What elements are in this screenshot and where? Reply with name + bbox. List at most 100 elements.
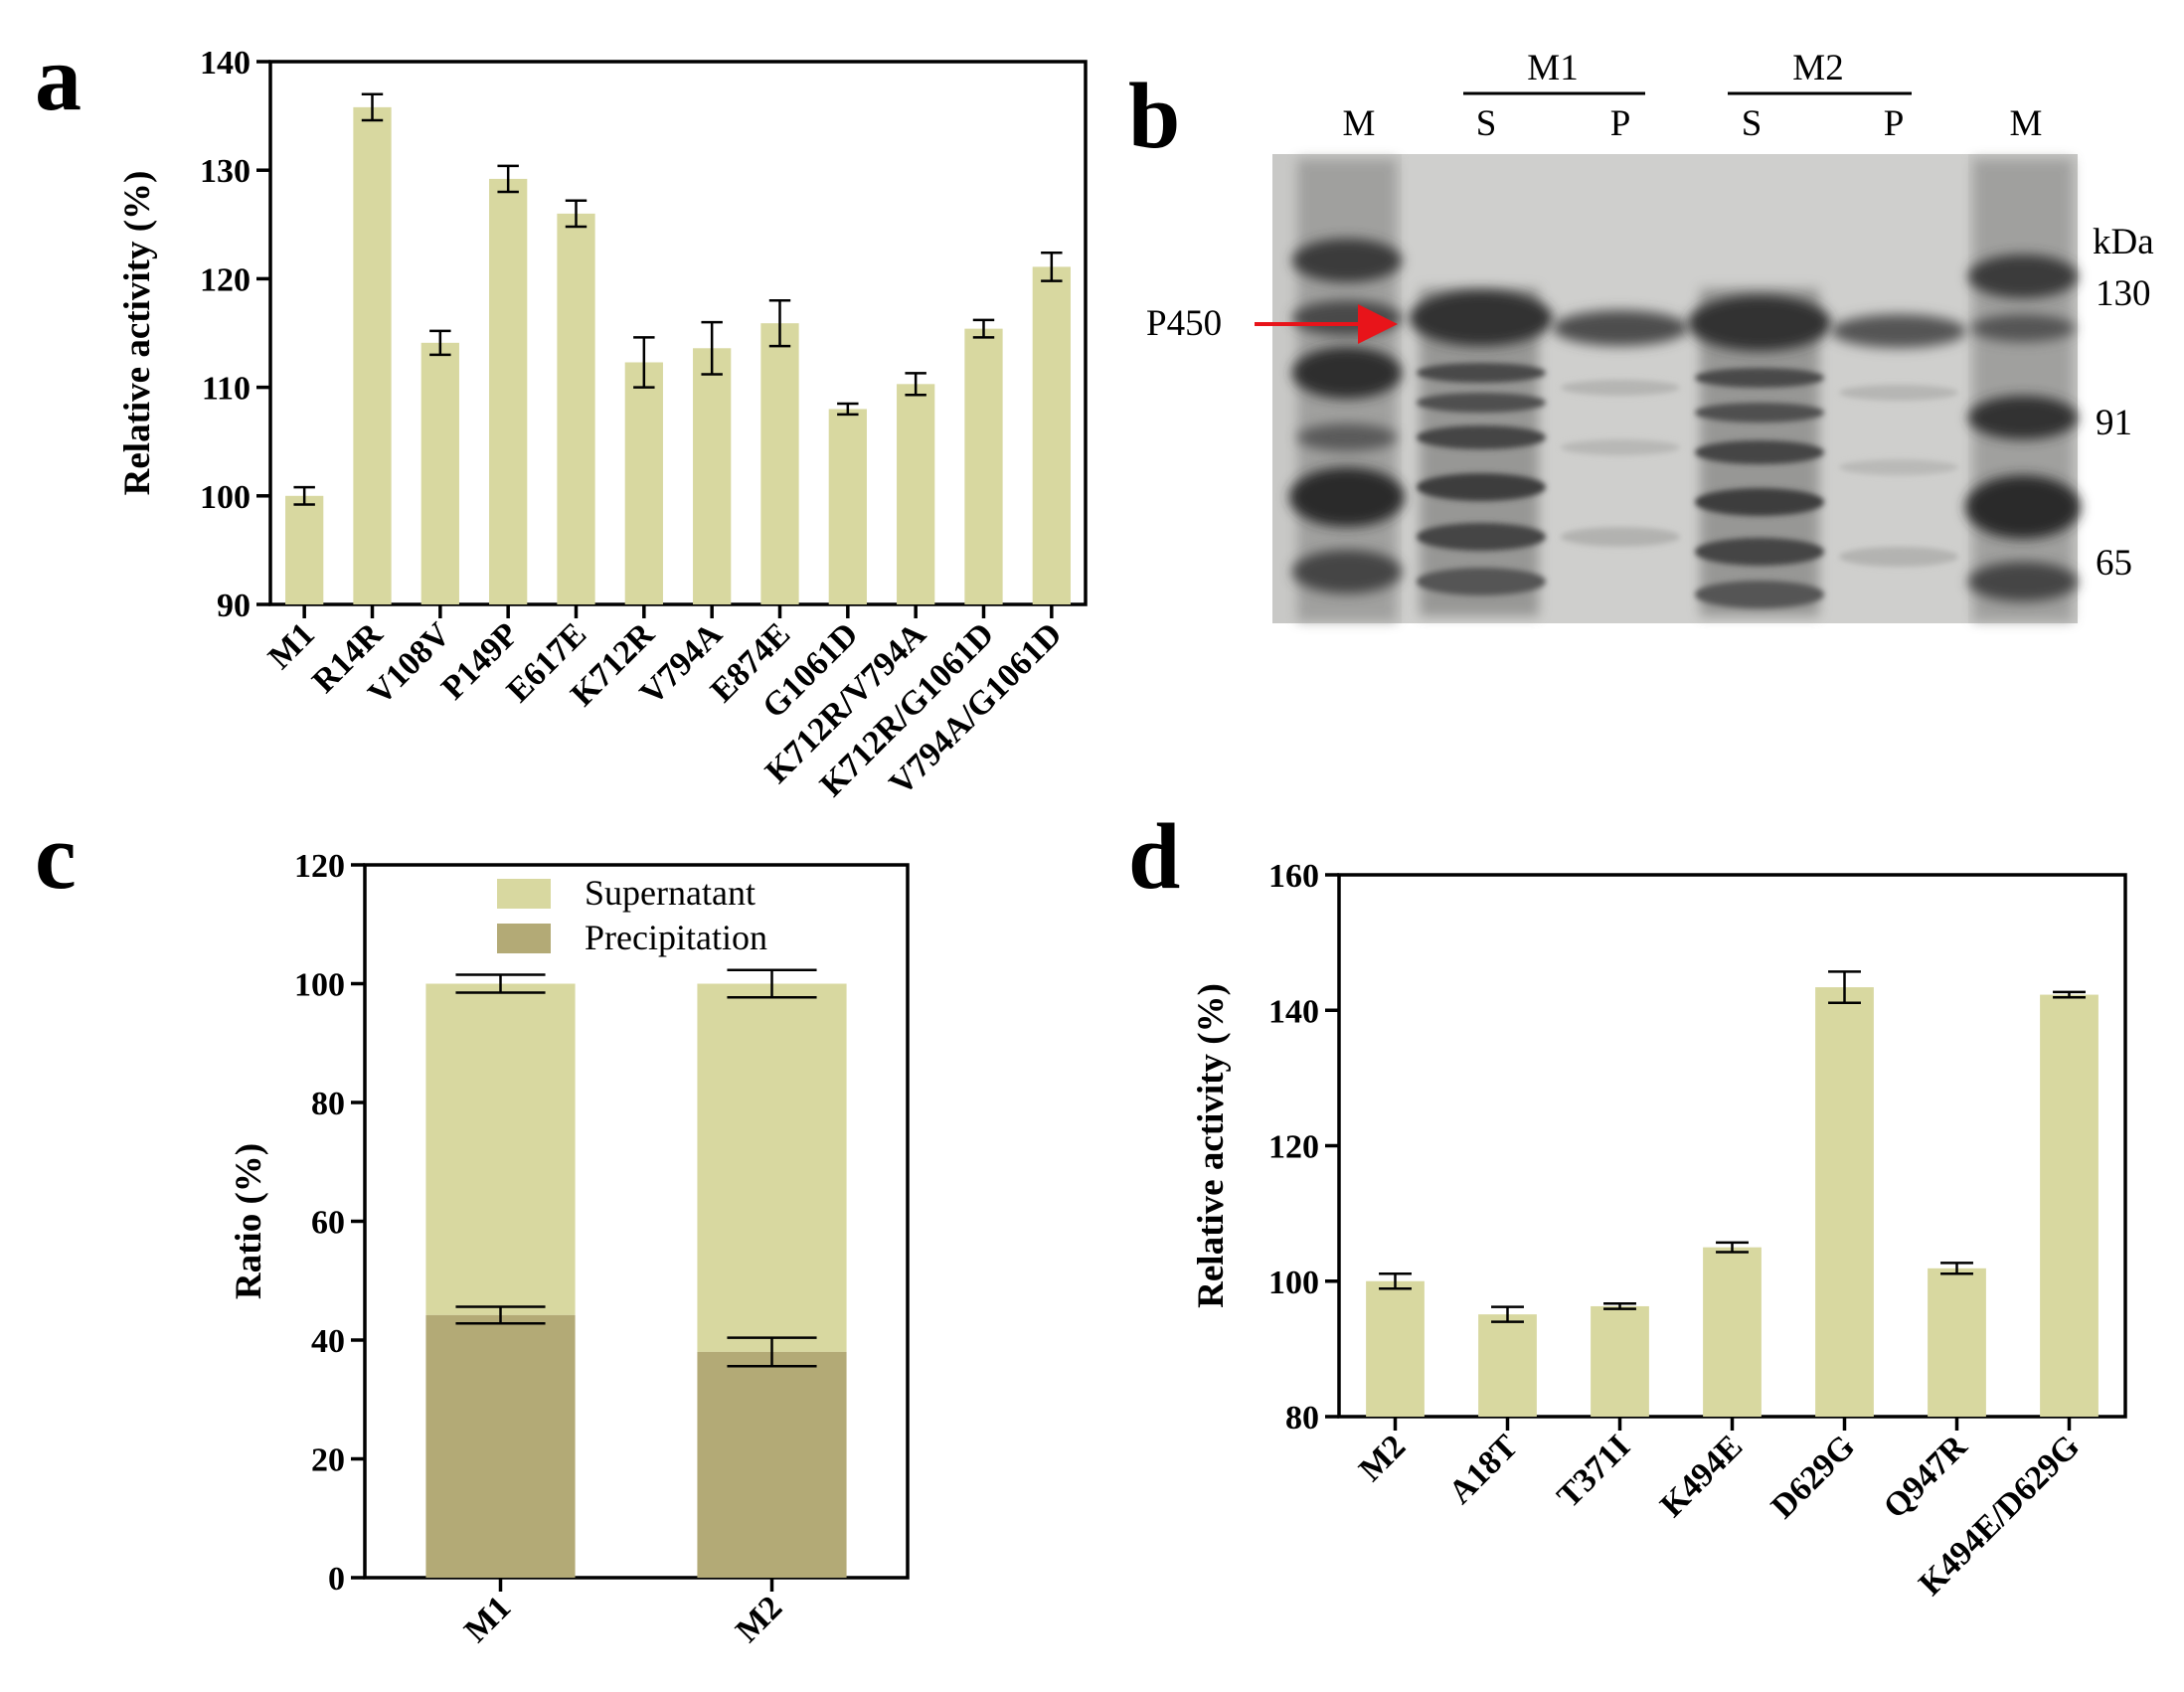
bar — [353, 106, 392, 604]
p450-label: P450 — [1146, 303, 1222, 344]
p450-band-m1-s — [1410, 290, 1553, 346]
marker-band — [1292, 347, 1402, 399]
bar — [1703, 1247, 1762, 1417]
y-tick-label: 160 — [1268, 858, 1319, 895]
x-tick-label: M2 — [1352, 1428, 1413, 1488]
marker-band — [1292, 239, 1402, 282]
gel-lane-label: S — [1742, 103, 1763, 144]
y-axis-label: Ratio (%) — [229, 1143, 269, 1299]
lane-band — [1839, 459, 1958, 475]
bar — [693, 348, 732, 604]
y-tick-label: 140 — [200, 45, 251, 82]
bar — [557, 213, 595, 604]
marker-lane-right — [1973, 159, 2073, 621]
lane-band — [1695, 403, 1824, 423]
panel-label-d: d — [1128, 805, 1180, 909]
x-tick-label: T371I — [1551, 1428, 1638, 1515]
lane-band — [1417, 568, 1546, 595]
legend-swatch-supernatant — [497, 879, 551, 909]
x-tick-label: M2 — [729, 1589, 789, 1649]
y-axis-label: Relative activity (%) — [1191, 983, 1232, 1308]
panel-label-a: a — [35, 27, 82, 130]
kda-marker-91: 91 — [2096, 403, 2132, 443]
y-tick-label: 120 — [200, 261, 251, 298]
p450-band-m1-p — [1553, 310, 1688, 346]
lane-band — [1695, 538, 1824, 566]
lane-band — [1695, 581, 1824, 608]
gel-lane-label: P — [1610, 103, 1631, 144]
bar — [1366, 1280, 1425, 1417]
bar — [760, 323, 799, 604]
gel-lane-label: M — [2010, 103, 2043, 144]
y-tick-label: 60 — [311, 1205, 345, 1242]
x-tick-label: Q947R — [1877, 1428, 1975, 1526]
bar — [1591, 1305, 1649, 1417]
gel-group-label-m2: M2 — [1792, 48, 1843, 88]
bar — [964, 328, 1003, 604]
y-tick-label: 120 — [294, 848, 345, 885]
lane-band — [1417, 393, 1546, 413]
bar-supernatant — [697, 983, 847, 1352]
bar — [1815, 987, 1874, 1417]
gel-image: M1 M2 M S P S P M P450 kDa 130 91 65 — [1146, 48, 2154, 623]
bar-precipitation — [425, 1314, 576, 1578]
marker-band — [1971, 314, 2075, 342]
p450-band-m2-p — [1831, 314, 1966, 348]
gel-lane-label: P — [1884, 103, 1905, 144]
bar — [1032, 266, 1071, 604]
lane-band — [1695, 440, 1824, 464]
y-tick-label: 40 — [311, 1323, 345, 1360]
kda-marker-65: 65 — [2096, 543, 2132, 584]
marker-band — [1965, 475, 2081, 539]
y-tick-label: 100 — [1268, 1265, 1319, 1301]
panel-label-b: b — [1128, 65, 1180, 168]
lane-band — [1839, 385, 1958, 401]
bar — [1478, 1314, 1537, 1417]
bar — [285, 495, 324, 604]
bar — [624, 362, 663, 604]
bar — [2040, 994, 2099, 1417]
y-tick-label: 120 — [1268, 1129, 1319, 1166]
bar — [897, 384, 935, 604]
y-axis-label: Relative activity (%) — [117, 171, 158, 496]
chart-a-relative-activity: 90100110120130140M1R14RV108VP149PE617EK7… — [117, 45, 1088, 804]
marker-band — [1292, 300, 1402, 336]
legend-label-supernatant: Supernatant — [585, 873, 756, 913]
y-tick-label: 80 — [1285, 1400, 1319, 1437]
x-tick-label: D629G — [1764, 1428, 1862, 1525]
marker-band — [1297, 423, 1397, 451]
plot-frame — [268, 60, 1088, 606]
bar — [1928, 1268, 1986, 1417]
marker-band — [1968, 396, 2078, 439]
legend-swatch-precipitation — [497, 924, 551, 953]
y-tick-label: 100 — [294, 967, 345, 1004]
legend-label-precipitation: Precipitation — [585, 918, 767, 957]
bar — [489, 178, 528, 604]
lane-band — [1695, 488, 1824, 516]
bar — [828, 409, 867, 604]
lane-band — [1695, 368, 1824, 388]
lane-band — [1417, 363, 1546, 383]
y-tick-label: 0 — [328, 1561, 345, 1598]
panel-label-c: c — [35, 805, 77, 909]
kda-unit-label: kDa — [2093, 222, 2154, 262]
lane-band — [1839, 547, 1958, 567]
lane-band — [1561, 527, 1680, 547]
y-tick-label: 110 — [202, 371, 251, 408]
chart-c-ratio: 0 20 40 60 80 100 120 M1 M2 Ratio (%) Supernatant P… — [229, 848, 910, 1649]
gel-group-label-m1: M1 — [1527, 48, 1578, 88]
x-tick-label: M1 — [457, 1589, 518, 1649]
lane-band — [1417, 523, 1546, 551]
marker-band — [1292, 550, 1402, 593]
x-tick-label: K494E — [1653, 1428, 1750, 1524]
marker-band — [1289, 467, 1405, 527]
bar-precipitation — [697, 1351, 847, 1578]
bar-supernatant — [425, 983, 576, 1315]
x-tick-label: A18T — [1442, 1428, 1526, 1511]
lane-band — [1417, 473, 1546, 501]
marker-band — [1968, 254, 2078, 298]
chart-d-relative-activity: 80 100 120 140 160 M2 A18T T371I K494E D629G Q947R… — [1191, 858, 2127, 1603]
y-tick-label: 100 — [200, 479, 251, 516]
bar — [420, 342, 459, 604]
